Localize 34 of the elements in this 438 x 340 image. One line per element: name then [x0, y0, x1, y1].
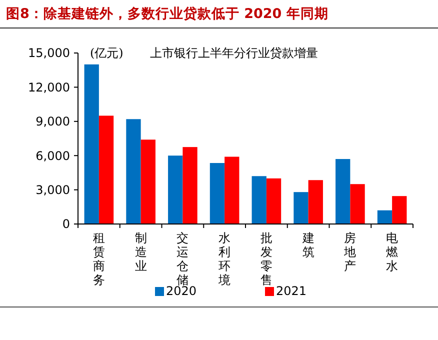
bar — [252, 176, 266, 224]
bar — [182, 147, 198, 224]
bar — [84, 64, 99, 224]
y-tick-label: 0 — [62, 217, 70, 232]
bar — [392, 196, 407, 224]
x-tick-label: 制造业 — [134, 231, 147, 273]
bar — [266, 178, 282, 224]
chart-subtitle: 上市银行上半年分行业贷款增量 — [150, 46, 318, 60]
bar — [126, 119, 141, 224]
x-tick-label: 租赁商务 — [92, 231, 105, 287]
bar — [210, 163, 225, 224]
y-tick-label: 3,000 — [36, 183, 70, 197]
bar — [98, 116, 114, 224]
y-axis-title: (亿元) — [90, 46, 124, 60]
bar — [350, 184, 365, 224]
bar — [224, 156, 240, 224]
x-tick-label: 建筑 — [301, 231, 314, 259]
x-tick-label: 批发零售 — [260, 231, 272, 287]
bar — [294, 192, 308, 224]
legend-label: 2021 — [276, 284, 307, 298]
x-tick-label: 电燃水 — [386, 231, 398, 273]
y-tick-label: 6,000 — [36, 148, 70, 163]
bar — [377, 210, 392, 224]
chart-title: 图8：除基建链外，多数行业贷款低于 2020 年同期 — [6, 5, 328, 22]
y-tick-label: 12,000 — [28, 80, 70, 94]
bar — [168, 156, 183, 224]
y-tick-label: 15,000 — [28, 46, 70, 60]
y-tick-label: 9,000 — [36, 114, 70, 129]
x-tick-label: 水利环境 — [218, 231, 231, 287]
x-tick-label: 交运仓储 — [176, 231, 189, 287]
x-tick-label: 房地产 — [343, 231, 356, 273]
bar — [336, 159, 350, 224]
bar — [140, 140, 156, 224]
bar — [308, 180, 323, 224]
